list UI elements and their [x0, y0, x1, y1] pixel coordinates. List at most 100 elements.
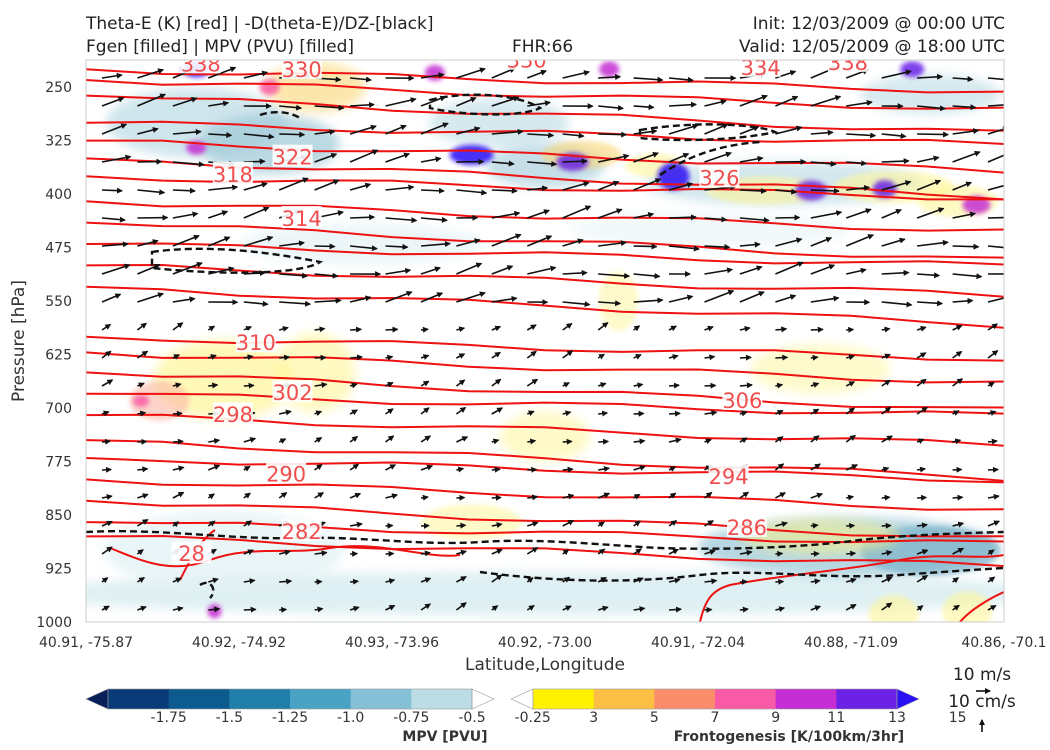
- wind-vector: [208, 266, 235, 275]
- wind-vector: [846, 99, 873, 107]
- wind-vector: [349, 382, 358, 389]
- wind-vector: [775, 492, 786, 499]
- fgen-tick-label: 7: [711, 710, 720, 726]
- wind-vector: [526, 577, 534, 584]
- wind-vector: [491, 351, 501, 359]
- wind-vector: [314, 382, 328, 388]
- wind-vector: [775, 188, 798, 195]
- y-axis-ticks: 250 325 400 475 550 625 700 775 850 925 1000: [36, 80, 72, 631]
- wind-vector: [456, 494, 466, 501]
- colorbar-segment: [290, 689, 352, 709]
- wind-vector: [562, 493, 575, 500]
- wind-vector: [385, 550, 395, 557]
- colorbar-segment: [350, 689, 412, 709]
- theta-e-contour: [86, 499, 1004, 538]
- wind-vector: [527, 466, 538, 473]
- wind-vector: [810, 160, 837, 167]
- wind-vector: [633, 520, 641, 527]
- wind-vector: [314, 104, 345, 111]
- wind-vector: [633, 128, 658, 135]
- wind-vector: [456, 238, 481, 247]
- colorbar-extend-right: [896, 688, 920, 710]
- wind-vector: [598, 104, 624, 111]
- wind-vector: [881, 237, 906, 247]
- wind-vector: [668, 410, 681, 417]
- wind-vector: [172, 129, 202, 136]
- wind-vector: [562, 438, 573, 445]
- y-tick-label: 700: [45, 401, 72, 417]
- colorbar-segment: [108, 689, 170, 709]
- wind-vector: [243, 549, 254, 555]
- wind-vector: [916, 549, 929, 555]
- wind-vector: [739, 241, 761, 248]
- wind-vector: [314, 437, 323, 443]
- wind-vector: [668, 520, 678, 527]
- wind-vector: [775, 237, 803, 247]
- stability-contour: [659, 140, 761, 176]
- wind-vector: [349, 492, 362, 499]
- theta-e-contour: [109, 545, 461, 568]
- theta-e-contour: [86, 120, 1004, 145]
- theta-e-contour: [86, 221, 1004, 259]
- wind-vector: [916, 378, 927, 387]
- fgen-tick-label: 9: [771, 710, 780, 726]
- wind-vector: [916, 406, 928, 415]
- wind-vector: [420, 603, 432, 611]
- wind-vector: [420, 577, 432, 584]
- wind-vector: [385, 578, 396, 585]
- wind-vector: [739, 155, 764, 163]
- wind-vector: [597, 353, 605, 360]
- wind-vector: [952, 410, 960, 416]
- wind-vector: [987, 438, 998, 445]
- wind-vector: [349, 149, 379, 163]
- wind-vector: [243, 437, 257, 443]
- wind-vector: [846, 354, 855, 361]
- wind-vector: [420, 292, 444, 303]
- stability-contour: [479, 566, 1004, 582]
- wind-vector: [668, 606, 682, 613]
- colorbar-segment: [654, 689, 716, 709]
- theta-e-label: 314: [282, 207, 322, 231]
- theta-e-label: 330: [282, 58, 322, 82]
- stability-contour: [259, 110, 301, 120]
- wind-vector: [279, 549, 291, 556]
- wind-vector: [987, 381, 995, 388]
- wind-vector: [846, 160, 868, 167]
- wind-vector: [420, 216, 448, 223]
- wind-vector: [101, 263, 131, 275]
- wind-vector: [491, 128, 524, 135]
- wind-vector: [881, 269, 910, 276]
- wind-vector: [208, 132, 233, 139]
- wind-vector: [137, 382, 145, 389]
- wind-vector: [385, 243, 409, 250]
- wind-vector: [916, 155, 940, 163]
- wind-vector: [597, 208, 623, 219]
- wind-vector: [136, 322, 147, 331]
- wind-vector: [349, 182, 372, 191]
- wind-vector: [810, 264, 836, 275]
- wind-vector: [668, 492, 677, 499]
- wind-vector: [633, 243, 658, 250]
- wind-vector: [598, 466, 610, 472]
- wind-vector: [987, 77, 1004, 81]
- wind-vector: [987, 576, 996, 583]
- wind-vector: [137, 493, 149, 499]
- wind-vector: [350, 245, 378, 252]
- wind-vector: [810, 463, 821, 471]
- wind-vector: [314, 129, 336, 136]
- wind-vector: [208, 100, 230, 107]
- theta-e-label: 322: [273, 146, 313, 170]
- wind-vector: [987, 466, 999, 473]
- wind-vector: [208, 66, 237, 79]
- theta-e-label: 318: [213, 163, 253, 187]
- wind-vector: [208, 354, 217, 360]
- wind-vector: [668, 466, 677, 472]
- wind-vector: [845, 603, 857, 611]
- wind-vector: [810, 295, 840, 303]
- wind-vector: [136, 577, 146, 583]
- wind-vector: [137, 466, 149, 473]
- wind-vector: [916, 522, 928, 529]
- wind-vector: [562, 605, 572, 612]
- wind-vector: [881, 602, 893, 611]
- colorbar-segment: [229, 689, 291, 709]
